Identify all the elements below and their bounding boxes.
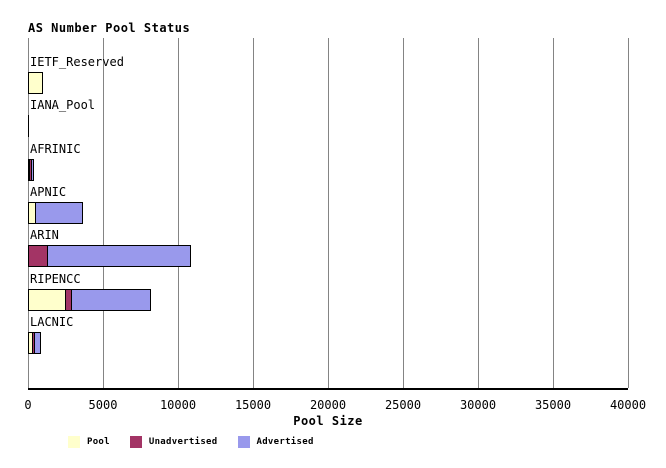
gridline	[553, 38, 554, 388]
x-tick-label: 15000	[234, 398, 272, 412]
category-label: LACNIC	[30, 315, 74, 330]
x-tick-label: 10000	[159, 398, 197, 412]
bar-segment-advertised	[34, 332, 41, 355]
bar-ietf_reserved	[28, 72, 43, 94]
legend-label: Unadvertised	[148, 437, 218, 447]
bar-lacnic	[28, 332, 41, 355]
legend-swatch-pool	[68, 436, 80, 448]
category-label: IETF_Reserved	[30, 55, 124, 69]
bar-ripencc	[28, 288, 151, 311]
bar-segment-advertised	[71, 288, 151, 311]
gridline	[478, 38, 479, 388]
bar-arin	[28, 245, 191, 268]
x-tick-label: 40000	[609, 398, 647, 412]
x-axis-title: Pool Size	[293, 414, 363, 428]
legend-item-pool: Pool	[68, 436, 110, 448]
gridline	[103, 38, 104, 388]
bar-segment-pool	[28, 288, 66, 311]
x-tick-label: 0	[24, 398, 32, 412]
bar-segment-pool	[28, 72, 43, 94]
x-tick-label: 35000	[534, 398, 572, 412]
bar-segment-advertised	[31, 158, 34, 181]
bar-segment-advertised	[47, 245, 191, 268]
bar-iana_pool-empty	[28, 115, 29, 138]
legend-item-advertised: Advertised	[237, 436, 314, 448]
category-label: RIPENCC	[30, 271, 81, 286]
legend-swatch-advertised	[237, 436, 250, 448]
gridline	[628, 38, 629, 388]
category-label: AFRINIC	[30, 141, 81, 156]
gridline	[328, 38, 329, 388]
legend-swatch-unadvertised	[129, 436, 142, 448]
legend: Pool Unadvertised Advertised	[68, 436, 334, 448]
x-tick-label: 25000	[384, 398, 422, 412]
bar-segment-advertised	[35, 202, 83, 225]
x-tick-label: 30000	[459, 398, 497, 412]
gridline	[178, 38, 179, 388]
bar-apnic	[28, 202, 83, 225]
x-tick-label: 5000	[88, 398, 118, 412]
legend-label: Pool	[87, 437, 110, 447]
category-label: IANA_Pool	[30, 98, 96, 113]
legend-label: Advertised	[256, 437, 314, 447]
gridline	[253, 38, 254, 388]
category-label: APNIC	[30, 185, 67, 200]
bar-segment-unadvertised	[28, 245, 48, 268]
bar-afrinic	[28, 158, 34, 181]
legend-item-unadvertised: Unadvertised	[129, 436, 218, 448]
chart-title: AS Number Pool Status	[28, 21, 191, 35]
category-label: ARIN	[30, 228, 59, 243]
x-axis: 0 5000 10000 15000 20000 25000 30000 35000 40000	[0, 398, 666, 412]
plot-area: IETF_Reserved IANA_Pool AFRINIC APNIC ARIN RI…	[28, 38, 629, 390]
x-tick-label: 20000	[309, 398, 347, 412]
gridline	[403, 38, 404, 388]
